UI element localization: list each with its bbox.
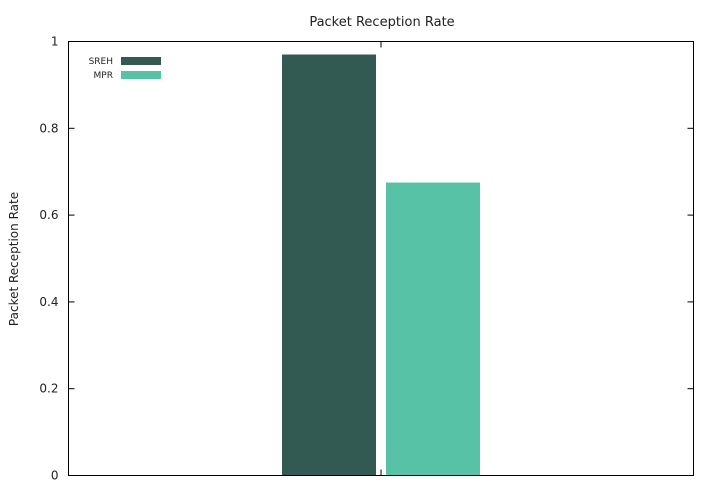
y-tick-label: 0 <box>51 469 59 483</box>
legend-swatch-mpr <box>121 71 161 79</box>
y-tick-label: 0.8 <box>39 121 58 135</box>
y-tick-label: 0.4 <box>39 295 58 309</box>
y-tick-label: 0.6 <box>39 208 58 222</box>
y-tick-label: 1 <box>51 35 59 49</box>
legend: SREH MPR <box>89 57 161 81</box>
bar-mpr <box>386 182 480 476</box>
legend-swatch-sreh <box>121 57 161 65</box>
bars-layer <box>282 54 480 476</box>
y-tick-label: 0.2 <box>39 382 58 396</box>
chart-title: Packet Reception Rate <box>309 15 454 30</box>
y-axis-ticks: 0 0.2 0.4 0.6 0.8 1 <box>39 35 694 483</box>
plot-frame <box>68 41 694 476</box>
bar-sreh <box>282 54 376 476</box>
legend-label-sreh: SREH <box>89 57 113 67</box>
y-axis-label: Packet Reception Rate <box>7 192 21 326</box>
legend-label-mpr: MPR <box>94 71 113 81</box>
